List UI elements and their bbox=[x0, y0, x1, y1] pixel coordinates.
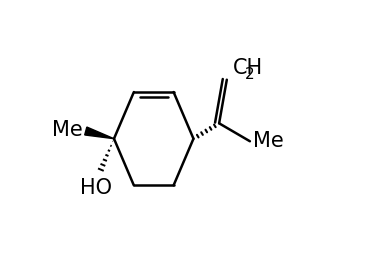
Text: Me: Me bbox=[253, 131, 284, 151]
Text: CH: CH bbox=[233, 58, 263, 78]
Text: Me: Me bbox=[52, 120, 83, 140]
Text: 2: 2 bbox=[245, 67, 255, 82]
Text: HO: HO bbox=[80, 178, 112, 198]
Polygon shape bbox=[85, 127, 114, 139]
